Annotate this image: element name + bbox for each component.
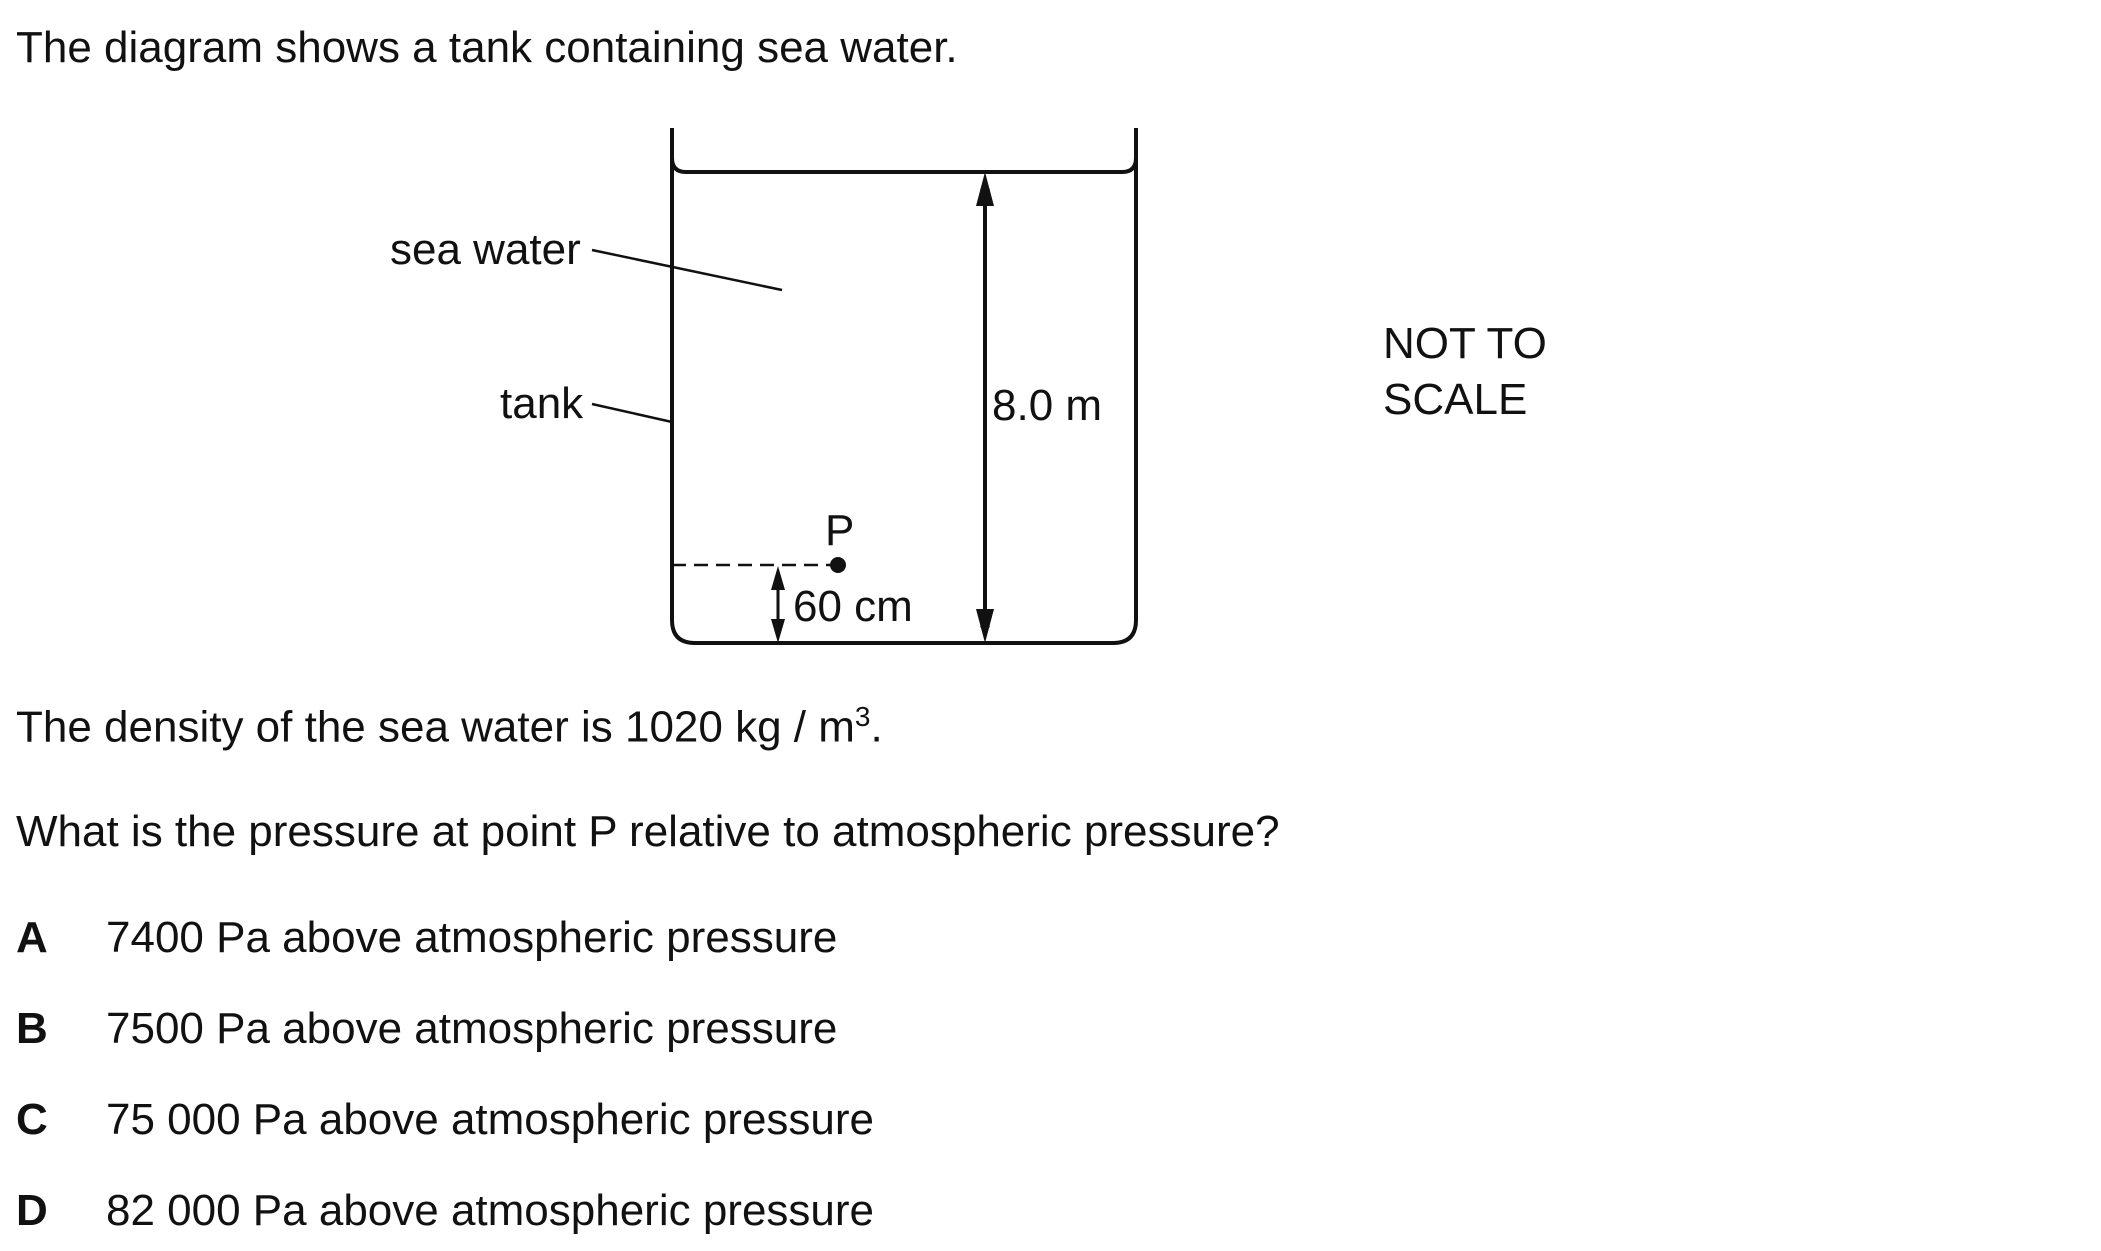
question-prompt: What is the pressure at point P relative… [16,807,1280,856]
option-d-letter: D [16,1186,48,1235]
tank-leader [591,402,673,424]
density-text: The density of the sea water is 1020 kg … [16,703,883,750]
option-d-text: 82 000 Pa above atmospheric pressure [106,1186,875,1235]
sea-water-leader [591,248,783,292]
intro-text: The diagram shows a tank containing sea … [16,23,958,72]
not-to-scale-line2: SCALE [1383,375,1527,424]
point-p-label: P [825,506,854,555]
option-b-letter: B [16,1004,48,1053]
option-b-text: 7500 Pa above atmospheric pressure [106,1004,838,1053]
water-surface [670,157,1138,174]
height-arrow-bottom [976,609,994,643]
density-suffix: . [870,702,883,752]
tank-diagram: sea water tank 8.0 m P 60 cm NOT TO SCAL… [390,128,1547,645]
option-c-text: 75 000 Pa above atmospheric pressure [106,1095,875,1144]
option-a-text: 7400 Pa above atmospheric pressure [106,913,838,962]
sea-water-label: sea water [390,225,581,274]
height-arrow-top [976,172,994,206]
density-exponent: 3 [854,701,871,732]
depth-arrow-top [771,566,785,590]
option-a-letter: A [16,913,48,962]
point-p-dot [830,557,846,573]
depth-arrow-bottom [771,619,785,643]
not-to-scale-line1: NOT TO [1383,319,1547,368]
tank-outline [670,128,1138,645]
tank-label: tank [500,379,584,428]
option-c-letter: C [16,1095,48,1144]
depth-label: 60 cm [793,582,913,631]
density-prefix: The density of the sea water is 1020 kg … [16,702,855,752]
height-label: 8.0 m [992,381,1102,430]
